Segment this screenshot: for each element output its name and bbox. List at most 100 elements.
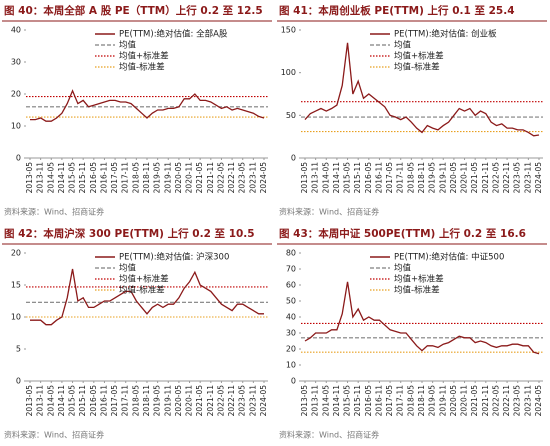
- y-tick-label: 10: [11, 313, 21, 322]
- x-tick-label: 2021-11: [206, 385, 215, 417]
- x-tick-label: 2018-11: [142, 162, 151, 194]
- y-tick-label: 0: [16, 154, 21, 163]
- x-tick-label: 2022-05: [216, 385, 225, 417]
- x-tick-label: 2015-05: [343, 162, 352, 194]
- pe-line: [30, 268, 264, 326]
- x-tick-label: 2018-05: [131, 162, 140, 194]
- x-tick-label: 2020-05: [174, 385, 183, 417]
- x-tick-label: 2016-05: [364, 162, 373, 194]
- x-tick-label: 2020-05: [174, 162, 183, 194]
- y-tick-label: 5: [16, 345, 21, 354]
- x-tick-label: 2014-11: [332, 385, 341, 417]
- x-tick-label: 2014-11: [57, 385, 66, 417]
- y-tick-label: 40: [286, 313, 296, 322]
- x-tick-label: 2023-11: [523, 162, 532, 194]
- legend-label: 均值-标准差: [119, 62, 165, 73]
- y-tick-label: 150: [281, 26, 296, 35]
- x-tick-label: 2021-05: [195, 385, 204, 417]
- y-tick-label: 20: [286, 345, 296, 354]
- legend-label: 均值+标准差: [119, 51, 169, 62]
- x-tick-label: 2016-11: [374, 162, 383, 194]
- x-tick-label: 2021-11: [481, 162, 490, 194]
- x-tick-label: 2019-11: [163, 385, 172, 417]
- x-tick-label: 2015-11: [78, 162, 87, 194]
- x-tick-label: 2020-11: [185, 385, 194, 417]
- source-note: 资料来源：Wind、招商证券: [279, 207, 379, 217]
- x-tick-label: 2014-05: [321, 385, 330, 417]
- x-tick-label: 2015-05: [68, 162, 77, 194]
- y-tick-label: 50: [286, 297, 296, 306]
- chart-title: 图 43：本周中证 500PE(TTM) 上行 0.2 至 16.6: [279, 227, 526, 240]
- source-note: 资料来源：Wind、招商证券: [279, 430, 379, 440]
- x-tick-label: 2019-11: [163, 162, 172, 194]
- x-tick-label: 2014-05: [321, 162, 330, 194]
- legend-label: PE(TTM):绝对估值: 全部A股: [119, 29, 228, 40]
- x-tick-label: 2017-11: [121, 162, 130, 194]
- y-tick-label: 10: [286, 361, 296, 370]
- x-tick-label: 2013-11: [311, 162, 320, 194]
- chart-title: 图 42：本周沪深 300 PE(TTM) 上行 0.2 至 10.5: [4, 227, 255, 240]
- x-tick-label: 2023-11: [248, 385, 257, 417]
- x-tick-label: 2014-05: [46, 162, 55, 194]
- source-note: 资料来源：Wind、招商证券: [4, 430, 104, 440]
- legend-label: 均值+标准差: [119, 274, 169, 285]
- x-tick-label: 2020-11: [460, 162, 469, 194]
- y-tick-label: 15: [11, 281, 21, 290]
- x-tick-label: 2022-05: [491, 385, 500, 417]
- x-tick-label: 2022-11: [227, 162, 236, 194]
- x-tick-label: 2019-11: [438, 162, 447, 194]
- pe-line: [304, 42, 540, 137]
- x-tick-label: 2019-05: [428, 162, 437, 194]
- y-tick-label: 50: [286, 111, 296, 120]
- legend-label: 均值-标准差: [394, 62, 440, 73]
- legend-label: PE(TTM):绝对估值: 沪深300: [119, 252, 229, 263]
- x-tick-label: 2020-11: [185, 162, 194, 194]
- x-tick-label: 2020-05: [449, 385, 458, 417]
- x-tick-label: 2023-05: [513, 162, 522, 194]
- x-tick-label: 2022-11: [502, 162, 511, 194]
- x-tick-label: 2018-11: [417, 162, 426, 194]
- legend-label: 均值: [394, 40, 412, 51]
- x-tick-label: 2022-05: [491, 162, 500, 194]
- x-tick-label: 2018-05: [406, 162, 415, 194]
- x-tick-label: 2024-05: [259, 162, 268, 194]
- x-tick-label: 2013-11: [36, 162, 45, 194]
- x-tick-label: 2017-05: [110, 162, 119, 194]
- x-tick-label: 2023-05: [238, 162, 247, 194]
- y-tick-label: 70: [286, 265, 296, 274]
- x-tick-label: 2014-05: [46, 385, 55, 417]
- legend-label: 均值+标准差: [394, 51, 444, 62]
- x-tick-label: 2013-05: [25, 385, 34, 417]
- x-tick-label: 2015-05: [343, 385, 352, 417]
- legend-label: 均值: [394, 263, 412, 274]
- y-tick-label: 20: [11, 249, 21, 258]
- x-tick-label: 2015-11: [78, 385, 87, 417]
- pe-line: [304, 281, 540, 355]
- x-tick-label: 2016-05: [89, 162, 98, 194]
- x-tick-label: 2015-11: [353, 385, 362, 417]
- legend-label: 均值-标准差: [394, 285, 440, 296]
- x-tick-label: 2018-05: [406, 385, 415, 417]
- x-tick-label: 2016-05: [364, 385, 373, 417]
- x-tick-label: 2013-11: [36, 385, 45, 417]
- x-tick-label: 2017-05: [385, 162, 394, 194]
- x-tick-label: 2015-11: [353, 162, 362, 194]
- x-tick-label: 2024-05: [534, 162, 543, 194]
- x-tick-label: 2013-05: [25, 162, 34, 194]
- x-tick-label: 2017-11: [396, 162, 405, 194]
- x-tick-label: 2020-05: [449, 162, 458, 194]
- x-tick-label: 2015-05: [68, 385, 77, 417]
- x-tick-label: 2014-11: [332, 162, 341, 194]
- x-tick-label: 2023-11: [248, 162, 257, 194]
- x-tick-label: 2021-05: [470, 385, 479, 417]
- legend-label: PE(TTM):绝对估值: 创业板: [394, 29, 497, 40]
- x-tick-label: 2019-05: [153, 385, 162, 417]
- x-tick-label: 2017-11: [121, 385, 130, 417]
- y-tick-label: 40: [11, 26, 21, 35]
- x-tick-label: 2017-05: [385, 385, 394, 417]
- x-tick-label: 2014-11: [57, 162, 66, 194]
- y-tick-label: 30: [11, 58, 21, 67]
- chart-title: 图 41：本周创业板 PE(TTM) 上行 0.1 至 25.4: [279, 4, 515, 17]
